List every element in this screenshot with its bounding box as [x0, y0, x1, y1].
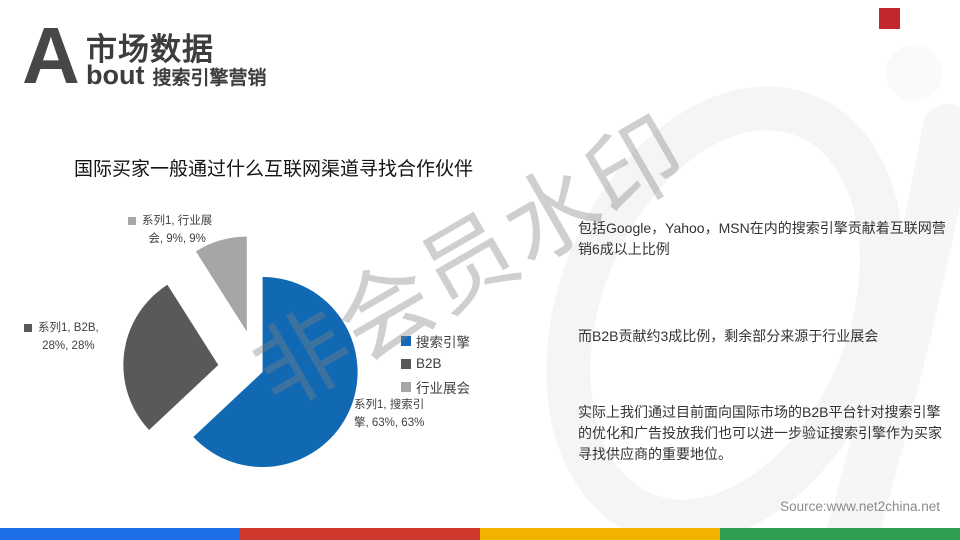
chart-legend: 搜索引擎 B2B 行业展会 [401, 329, 470, 398]
source-link: Source:www.net2china.net [780, 499, 940, 514]
pie-slice-行业展会 [195, 236, 247, 332]
note-conclusion: 实际上我们通过目前面向国际市场的B2B平台针对搜索引擎的优化和广告投放我们也可以… [578, 404, 942, 462]
pie-label-search: 系列1, 搜索引 擎, 63%, 63% [340, 397, 424, 433]
pie-label-b2b: 系列1, B2B, 28%, 28% [24, 320, 99, 356]
label-text-exhibition: 系列1, 行业展 会, 9%, 9% [142, 215, 213, 245]
label-text-search: 系列1, 搜索引 擎, 63%, 63% [354, 399, 425, 429]
legend-label-b2b: B2B [416, 356, 442, 371]
accent-square [879, 8, 900, 29]
pie-slice-搜索引擎 [193, 277, 358, 467]
legend-marker-b2b [401, 358, 411, 369]
legend-label-exhibition: 行业展会 [416, 380, 470, 396]
header-big-letter: A [22, 11, 80, 100]
footer-bar-segment-yellow [480, 528, 720, 540]
label-marker-b2b [24, 324, 32, 332]
footer-bar-segment-blue [0, 528, 240, 540]
legend-label-search: 搜索引擎 [416, 334, 470, 350]
legend-marker-exhibition [401, 381, 411, 392]
page-title: 市场数据 [86, 32, 214, 67]
logo-stroke [823, 104, 960, 540]
pie-slice-B2B [123, 284, 219, 430]
label-text-b2b: 系列1, B2B, 28%, 28% [38, 322, 99, 352]
legend-marker-search [401, 335, 411, 346]
footer-bar-segment-green [720, 528, 960, 540]
page-subtitle-en: bout [86, 60, 145, 90]
pie-chart [123, 236, 358, 467]
footer-bar-segment-red [240, 528, 480, 540]
label-marker-exhibition [128, 217, 136, 225]
legend-item-exhibition: 行业展会 [401, 375, 470, 398]
legend-item-b2b: B2B [401, 352, 470, 375]
note-search-engines: 包括Google，Yahoo，MSN在内的搜索引擎贡献着互联网营销6成以上比例 [578, 220, 946, 257]
legend-item-search: 搜索引擎 [401, 329, 470, 352]
chart-title: 国际买家一般通过什么互联网渠道寻找合作伙伴 [74, 159, 474, 180]
footer-color-bar [0, 528, 960, 540]
note-b2b: 而B2B贡献约3成比例，剩余部分来源于行业展会 [578, 328, 879, 344]
pie-label-exhibition: 系列1, 行业展 会, 9%, 9% [128, 213, 212, 249]
logo-ring [546, 86, 904, 540]
page-subtitle: bout 搜索引擎营销 [86, 60, 267, 91]
logo-dot [886, 45, 942, 101]
label-marker-search [340, 401, 348, 409]
page-subtitle-cn: 搜索引擎营销 [152, 68, 267, 89]
